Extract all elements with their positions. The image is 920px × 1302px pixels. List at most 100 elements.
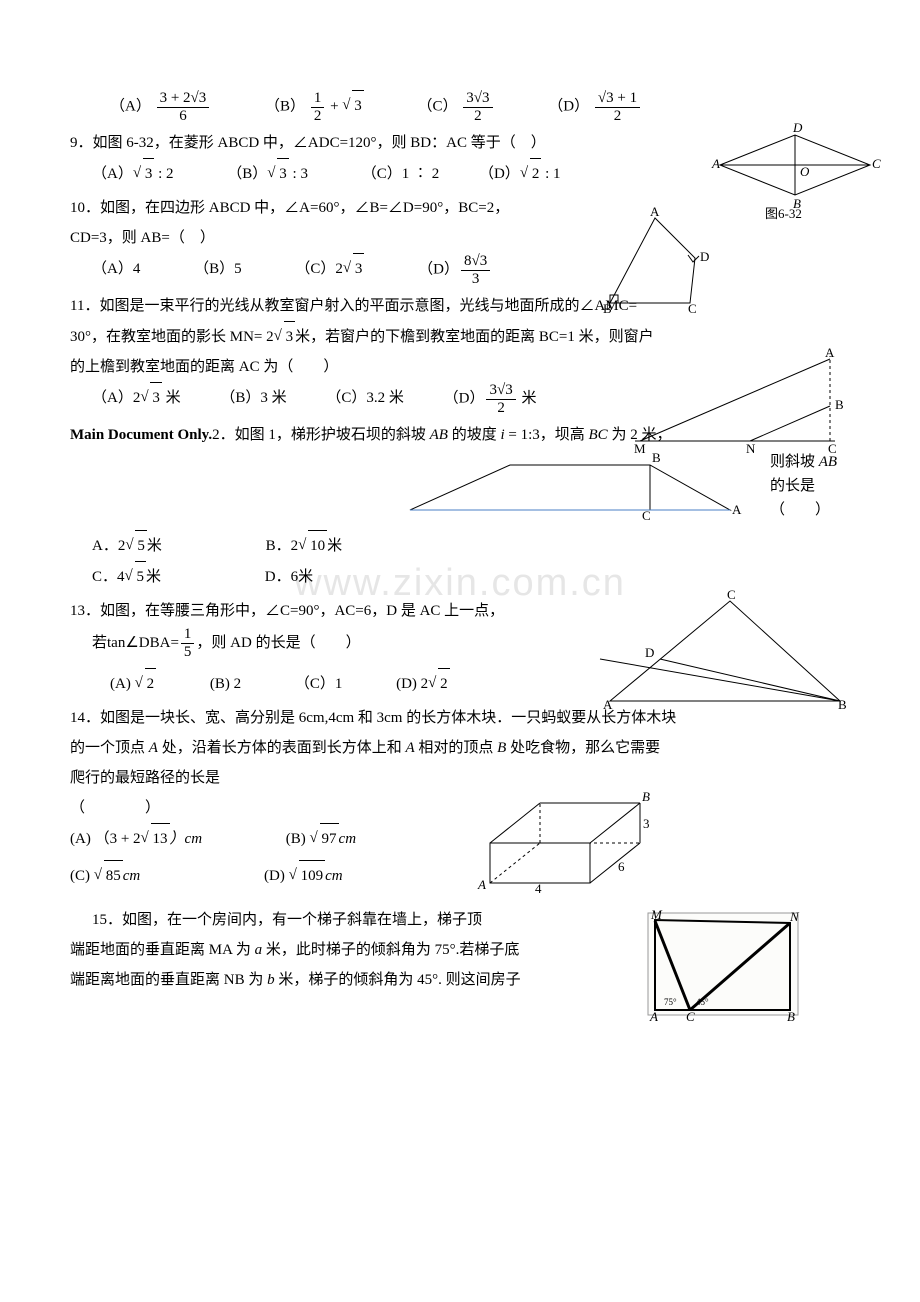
q14l2d: 处吃食物，那么它需要 [506,740,660,756]
q12-l1: Main Document Only.2．如图 1，梯形护坡石坝的斜坡 AB 的… [70,420,850,450]
q13-figure: A B C D [600,591,850,711]
q12-figure: B A C [390,450,750,520]
q14c-t: cm [123,868,141,884]
q14l2b: 处，沿着长方体的表面到长方体上和 [158,740,406,756]
q11-l2: 30°，在教室地面的影长 MN= 2 3 米，若窗户的下檐到教室地面的距离 BC… [70,321,850,352]
q12c: C．45米 [92,561,161,592]
q14b: (B) 97cm [286,823,356,854]
q14-figure: A B 4 6 3 [470,763,690,893]
q15f-N: N [789,909,800,924]
q15l3a: 端距离地面的垂直距离 NB 为 [70,972,267,988]
q11b: （B）3 米 [220,383,286,413]
q9d-s: 2 [530,158,542,189]
q12r3: （ ） [770,502,830,518]
q14a-l: (A) （3 + 2 [70,831,141,847]
q9b-t: : 3 [289,166,308,182]
q8-opt-b: （B） 12 + 3 [265,90,364,124]
q10d-l: （D） [418,261,459,277]
q15a: a [255,942,263,958]
q10a: （A）4 [92,254,140,284]
q8b-num: 1 [311,90,325,108]
q14d-l: (D) [264,868,289,884]
q10d-d: 3 [461,271,490,288]
q9-opt-b: （B）3 : 3 [227,158,308,189]
q8c-num: 3√3 [463,90,492,108]
q10-options: （A）4 （B）5 （C）23 （D）8√33 [70,253,850,287]
q14-l3: 爬行的最短路径的长是 [70,763,850,793]
q13a: (A) 2 [110,668,156,699]
q14f-A: A [477,877,486,892]
q12f-B: B [652,450,661,465]
q14d: (D) 109cm [264,860,343,891]
q13l2n: 1 [181,626,195,644]
q14a-s: 13 [151,823,170,854]
q12r-ab: AB [819,454,837,470]
q9-opt-d: （D）2 : 1 [479,158,561,189]
q13f-D: D [645,645,654,660]
q10c: （C）2 3 [295,253,364,284]
q11d-n: 3√3 [486,382,515,400]
q12-right: 则斜坡 AB 的长是 （ ） [770,450,850,522]
q12a-s: 5 [135,530,147,561]
q9-opt-c: （C）1 ∶ 2 [362,159,440,189]
q9a-t: : 2 [154,166,173,182]
q8c-label: （C） [418,98,458,114]
q13c: （C）1 [295,669,343,699]
q12a-l: A．2 [92,538,125,554]
q11a-s: 3 [150,382,162,413]
q12b: B．210米 [266,530,343,561]
q14: 14．如图是一块长、宽、高分别是 6cm,4cm 和 3cm 的长方体木块．一只… [70,703,850,891]
q14d-s: 109 [299,860,326,891]
q12b-s: 10 [308,530,327,561]
q14f-3: 3 [643,816,650,831]
q11f-B: B [835,397,844,412]
q12-opts-r1: A．25米 B．210米 [70,530,850,561]
q15: 15．如图，在一个房间内，有一个梯子斜靠在墙上，梯子顶 端距地面的垂直距离 MA… [70,905,850,995]
q12c-l: C．4 [92,569,125,585]
q15f-A: A [649,1009,658,1024]
q11f-A: A [825,345,835,360]
q12l1a: 2．如图 1，梯形护坡石坝的斜坡 [212,427,430,443]
q15l3b: 米，梯子的倾斜角为 45°. 则这间房子 [275,972,521,988]
q14b-t: cm [339,831,357,847]
q8a-label: （A） [110,98,151,114]
q10c-s: 3 [353,253,365,284]
q8-opt-d: （D） √3 + 12 [548,90,642,124]
q13d-l: (D) 2 [396,676,428,692]
q14-opts-r1: (A) （3 + 213）cm (B) 97cm [70,823,850,854]
q11a-l: （A）2 [92,390,140,406]
q12ab: AB [430,427,448,443]
q9a-s: 3 [143,158,155,189]
q14l2c: 相对的顶点 [415,740,498,756]
q14c-l: (C) [70,868,94,884]
q8a-den: 6 [157,108,210,125]
q14b-s: 97 [320,823,339,854]
q12a: A．25米 [92,530,162,561]
q11-l1: 11．如图是一束平行的光线从教室窗户射入的平面示意图，光线与地面所成的∠AMC= [70,291,850,321]
q12l1d: 为 2 米， [608,427,672,443]
q15f-C: C [686,1009,695,1024]
q8d-num: √3 + 1 [595,90,640,108]
q11a-t: 米 [162,390,181,406]
q12r1: 则斜坡 [770,454,819,470]
q10c-l: （C）2 [295,261,343,277]
q15b: b [267,972,275,988]
q12d: D．6米 [265,562,313,592]
q9b-s: 3 [277,158,289,189]
q12bc: BC [589,427,608,443]
q13f-C: C [727,587,736,602]
q13d-s: 2 [438,668,450,699]
q15f-45: 45° [696,997,709,1007]
q13a-l: (A) [110,676,135,692]
q8a-num: 3 + 2√3 [157,90,210,108]
q14b-l: (B) [286,831,310,847]
q12l1b: 的坡度 [448,427,501,443]
q13l2b: tan∠DBA= [107,628,179,658]
q14A: A [149,740,158,756]
q13b: (B) 2 [210,669,241,699]
q14c-s: 85 [104,860,123,891]
q10f-A: A [650,204,660,219]
q11d-d: 2 [486,400,515,417]
q15l2b: 米，此时梯子的倾斜角为 75°.若梯子底 [262,942,519,958]
q11a: （A）2 3 米 [92,382,181,413]
